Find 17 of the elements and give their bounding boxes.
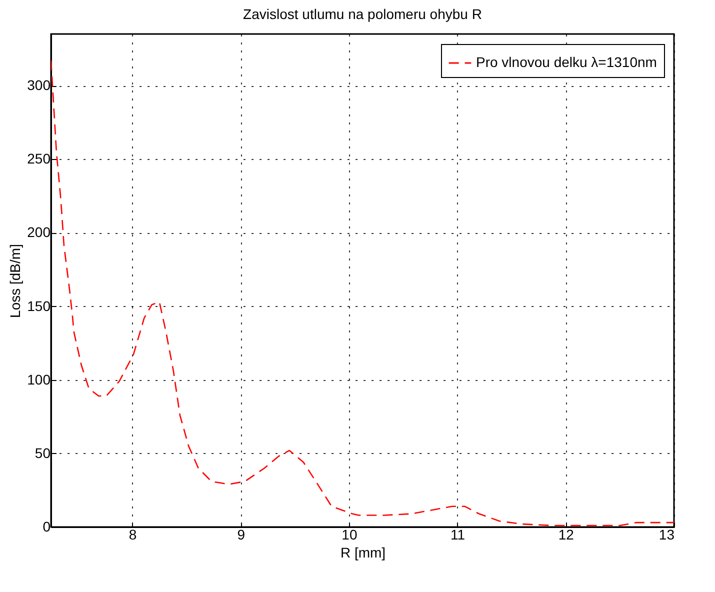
- x-tick-label: 8: [128, 526, 137, 542]
- chart-title: Zavislost utlumu na polomeru ohybu R: [243, 6, 482, 22]
- x-tick-label: 13: [658, 526, 675, 542]
- y-tick-label: 300: [27, 77, 51, 94]
- x-axis-title: R [mm]: [340, 544, 386, 560]
- y-tick-label: 100: [27, 371, 51, 388]
- y-tick-label: 50: [34, 444, 51, 461]
- y-tick-label: 200: [27, 224, 51, 240]
- y-tick-label: 150: [27, 298, 51, 314]
- legend-label: Pro vlnovou delku λ=1310nm: [476, 54, 657, 70]
- y-axis-title: Loss [dB/m]: [7, 244, 24, 318]
- y-tick-label: 250: [27, 150, 51, 167]
- x-tick-label: 12: [558, 526, 574, 542]
- x-tick-label: 9: [237, 526, 246, 542]
- x-tick-label: 10: [342, 526, 358, 542]
- x-tick-label: 11: [450, 526, 466, 542]
- y-tick-label: 0: [42, 518, 51, 534]
